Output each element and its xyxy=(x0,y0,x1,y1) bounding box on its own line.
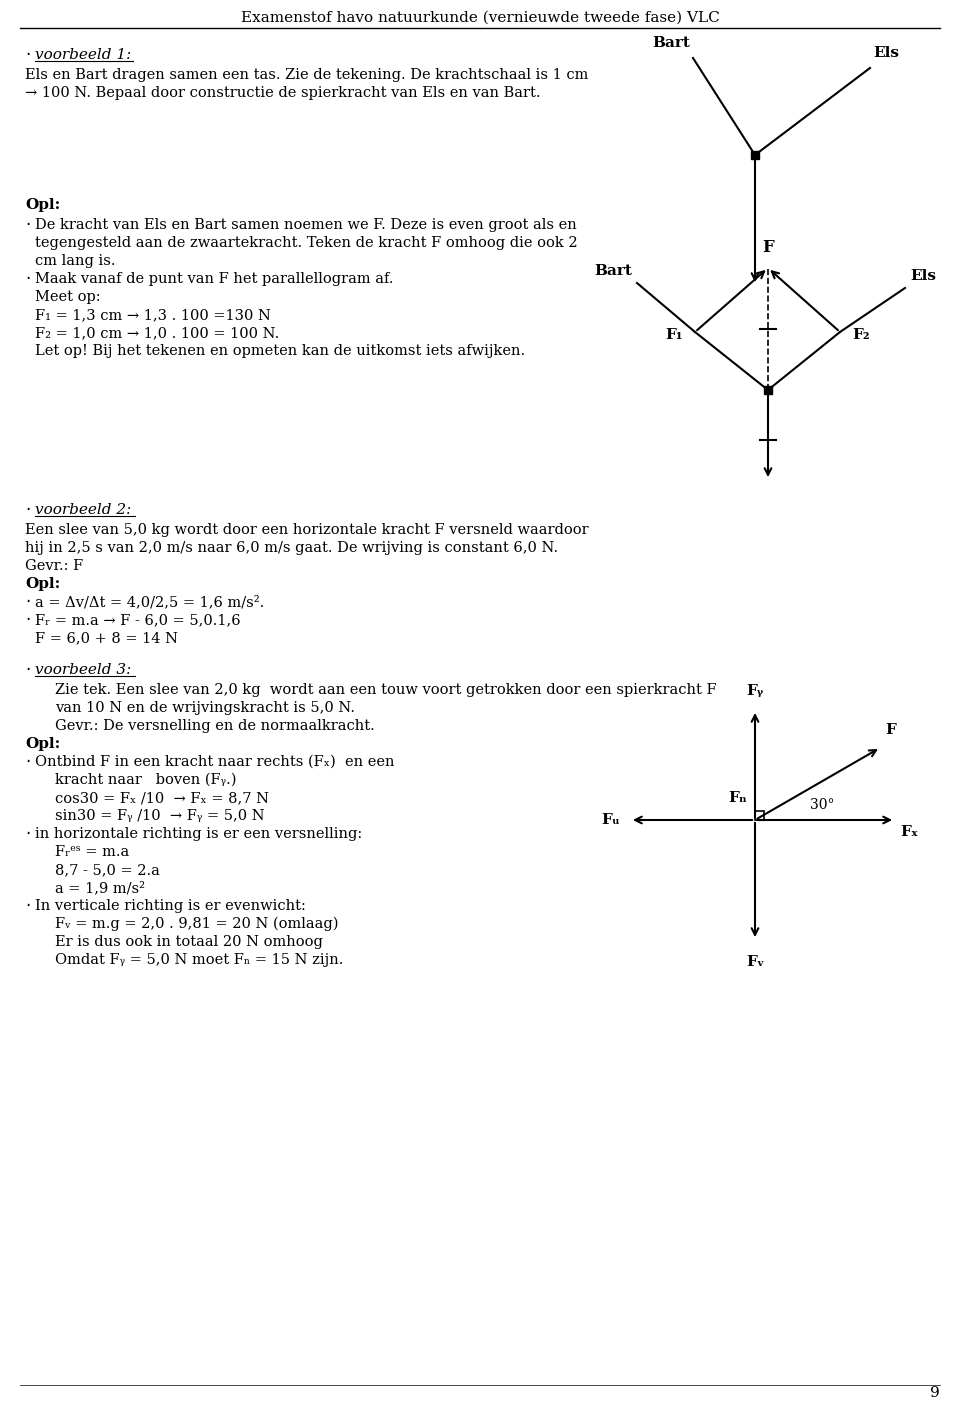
Text: 9: 9 xyxy=(930,1386,940,1400)
Text: Fᵥ: Fᵥ xyxy=(746,955,764,969)
Text: ·: · xyxy=(25,217,31,233)
Text: ·: · xyxy=(25,612,31,628)
Text: F₂: F₂ xyxy=(852,328,870,342)
Text: ·: · xyxy=(25,661,31,679)
Text: ·: · xyxy=(25,754,31,770)
Text: Zie tek. Een slee van 2,0 kg  wordt aan een touw voort getrokken door een spierk: Zie tek. Een slee van 2,0 kg wordt aan e… xyxy=(55,683,716,697)
Text: Fᵣᵉˢ = m.a: Fᵣᵉˢ = m.a xyxy=(55,845,130,859)
Text: Els en Bart dragen samen een tas. Zie de tekening. De krachtschaal is 1 cm: Els en Bart dragen samen een tas. Zie de… xyxy=(25,67,588,82)
Text: ·: · xyxy=(25,270,31,288)
Text: 30°: 30° xyxy=(810,799,834,813)
Text: Opl:: Opl: xyxy=(25,576,60,591)
Text: Fᵥ = m.g = 2,0 . 9,81 = 20 N (omlaag): Fᵥ = m.g = 2,0 . 9,81 = 20 N (omlaag) xyxy=(55,917,339,931)
Text: Examenstof havo natuurkunde (vernieuwde tweede fase) VLC: Examenstof havo natuurkunde (vernieuwde … xyxy=(241,11,719,25)
Text: Ontbind F in een kracht naar rechts (Fₓ)  en een: Ontbind F in een kracht naar rechts (Fₓ)… xyxy=(35,755,395,769)
Text: F: F xyxy=(885,724,897,738)
Text: F: F xyxy=(762,239,774,256)
Text: Fᵤ: Fᵤ xyxy=(601,813,620,827)
Text: Els: Els xyxy=(910,269,936,283)
Text: Opl:: Opl: xyxy=(25,737,60,751)
Text: In verticale richting is er evenwicht:: In verticale richting is er evenwicht: xyxy=(35,898,306,912)
Text: Er is dus ook in totaal 20 N omhoog: Er is dus ook in totaal 20 N omhoog xyxy=(55,935,323,949)
Text: De kracht van Els en Bart samen noemen we F. Deze is even groot als en: De kracht van Els en Bart samen noemen w… xyxy=(35,218,577,232)
Text: Opl:: Opl: xyxy=(25,198,60,212)
Text: a = Δv/Δt = 4,0/2,5 = 1,6 m/s².: a = Δv/Δt = 4,0/2,5 = 1,6 m/s². xyxy=(35,595,264,609)
Text: cos30 = Fₓ /10  → Fₓ = 8,7 N: cos30 = Fₓ /10 → Fₓ = 8,7 N xyxy=(55,792,269,806)
Text: ·: · xyxy=(25,501,31,519)
Text: voorbeeld 2:: voorbeeld 2: xyxy=(35,503,132,517)
Text: kracht naar   boven (Fᵧ.): kracht naar boven (Fᵧ.) xyxy=(55,773,236,787)
Text: Bart: Bart xyxy=(594,264,632,278)
Text: Bart: Bart xyxy=(652,37,690,51)
Text: 8,7 - 5,0 = 2.a: 8,7 - 5,0 = 2.a xyxy=(55,863,160,877)
Text: Fₙ: Fₙ xyxy=(729,792,747,806)
Text: in horizontale richting is er een versnelling:: in horizontale richting is er een versne… xyxy=(35,827,362,841)
Text: → 100 N. Bepaal door constructie de spierkracht van Els en van Bart.: → 100 N. Bepaal door constructie de spie… xyxy=(25,86,540,100)
Text: Let op! Bij het tekenen en opmeten kan de uitkomst iets afwijken.: Let op! Bij het tekenen en opmeten kan d… xyxy=(35,344,525,359)
Text: F₂ = 1,0 cm → 1,0 . 100 = 100 N.: F₂ = 1,0 cm → 1,0 . 100 = 100 N. xyxy=(35,326,279,340)
Text: ·: · xyxy=(25,46,31,65)
Bar xyxy=(751,150,759,159)
Text: F₁: F₁ xyxy=(665,328,683,342)
Bar xyxy=(764,387,772,394)
Text: van 10 N en de wrijvingskracht is 5,0 N.: van 10 N en de wrijvingskracht is 5,0 N. xyxy=(55,702,355,716)
Text: Maak vanaf de punt van F het parallellogram af.: Maak vanaf de punt van F het parallellog… xyxy=(35,271,394,285)
Text: F = 6,0 + 8 = 14 N: F = 6,0 + 8 = 14 N xyxy=(35,631,178,645)
Text: Omdat Fᵧ = 5,0 N moet Fₙ = 15 N zijn.: Omdat Fᵧ = 5,0 N moet Fₙ = 15 N zijn. xyxy=(55,953,344,967)
Bar xyxy=(755,811,764,820)
Text: Meet op:: Meet op: xyxy=(35,290,101,304)
Text: hij in 2,5 s van 2,0 m/s naar 6,0 m/s gaat. De wrijving is constant 6,0 N.: hij in 2,5 s van 2,0 m/s naar 6,0 m/s ga… xyxy=(25,541,558,555)
Text: Gevr.: F: Gevr.: F xyxy=(25,560,84,574)
Text: ·: · xyxy=(25,825,31,844)
Text: voorbeeld 1:: voorbeeld 1: xyxy=(35,48,132,62)
Text: Els: Els xyxy=(873,46,899,60)
Text: tegengesteld aan de zwaartekracht. Teken de kracht F omhoog die ook 2: tegengesteld aan de zwaartekracht. Teken… xyxy=(35,236,578,250)
Text: cm lang is.: cm lang is. xyxy=(35,254,115,269)
Text: F₁ = 1,3 cm → 1,3 . 100 =130 N: F₁ = 1,3 cm → 1,3 . 100 =130 N xyxy=(35,308,271,322)
Text: Fᵧ: Fᵧ xyxy=(746,683,763,697)
Text: Fₓ: Fₓ xyxy=(900,825,918,839)
Text: Fᵣ = m.a → F - 6,0 = 5,0.1,6: Fᵣ = m.a → F - 6,0 = 5,0.1,6 xyxy=(35,613,241,627)
Text: a = 1,9 m/s²: a = 1,9 m/s² xyxy=(55,882,145,896)
Text: ·: · xyxy=(25,897,31,915)
Text: Gevr.: De versnelling en de normaalkracht.: Gevr.: De versnelling en de normaalkrach… xyxy=(55,718,374,733)
Text: ·: · xyxy=(25,593,31,612)
Text: voorbeeld 3:: voorbeeld 3: xyxy=(35,664,132,678)
Text: Een slee van 5,0 kg wordt door een horizontale kracht F versneld waardoor: Een slee van 5,0 kg wordt door een horiz… xyxy=(25,523,588,537)
Text: sin30 = Fᵧ /10  → Fᵧ = 5,0 N: sin30 = Fᵧ /10 → Fᵧ = 5,0 N xyxy=(55,808,265,823)
